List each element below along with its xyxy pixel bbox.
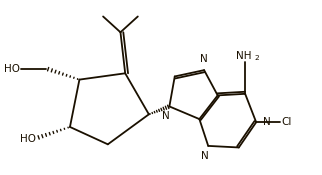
Text: Cl: Cl xyxy=(281,117,291,127)
Text: N: N xyxy=(201,151,208,161)
Text: NH: NH xyxy=(236,51,251,61)
Text: N: N xyxy=(262,117,270,127)
Text: 2: 2 xyxy=(254,55,259,61)
Text: N: N xyxy=(200,54,208,64)
Text: HO: HO xyxy=(20,134,36,144)
Text: N: N xyxy=(162,111,169,121)
Text: HO: HO xyxy=(4,64,20,74)
